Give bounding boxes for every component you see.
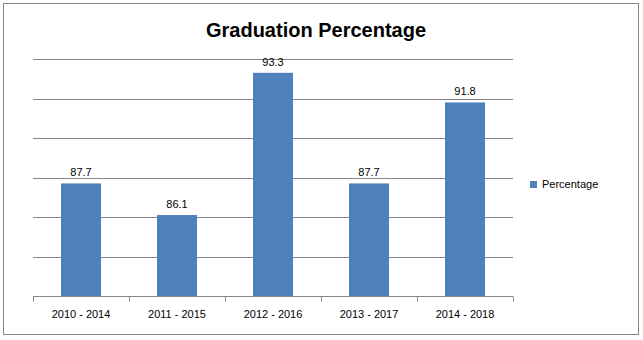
x-tick [33,297,34,302]
x-tick-label: 2012 - 2016 [244,308,303,320]
x-tick-label: 2011 - 2015 [148,308,206,320]
data-label: 87.7 [358,166,379,178]
chart-root: Graduation Percentage 2010 - 2014 2011 - 2… [0,0,643,340]
bar [253,73,293,296]
bars [61,73,485,296]
data-label: 91.8 [454,85,475,97]
data-label: 86.1 [166,198,187,210]
x-tick [129,297,130,302]
data-label: 87.7 [70,166,91,178]
x-tick-label: 2014 - 2018 [436,308,495,320]
x-tick [225,297,226,302]
chart: Graduation Percentage 2010 - 2014 2011 - 2… [0,0,643,340]
legend-swatch [530,181,537,188]
x-tick-label: 2010 - 2014 [52,308,111,320]
grid-line [33,296,513,297]
bar [349,183,389,296]
chart-border [4,4,639,335]
bar [61,183,101,296]
x-tick [417,297,418,302]
x-tick [513,297,514,302]
x-axis [33,296,513,297]
x-tick-label: 2013 - 2017 [340,308,399,320]
bar [157,215,197,296]
data-label: 93.3 [262,56,283,68]
legend-label: Percentage [542,178,598,190]
title: Graduation Percentage [206,19,426,41]
x-tick [321,297,322,302]
bar [445,102,485,296]
